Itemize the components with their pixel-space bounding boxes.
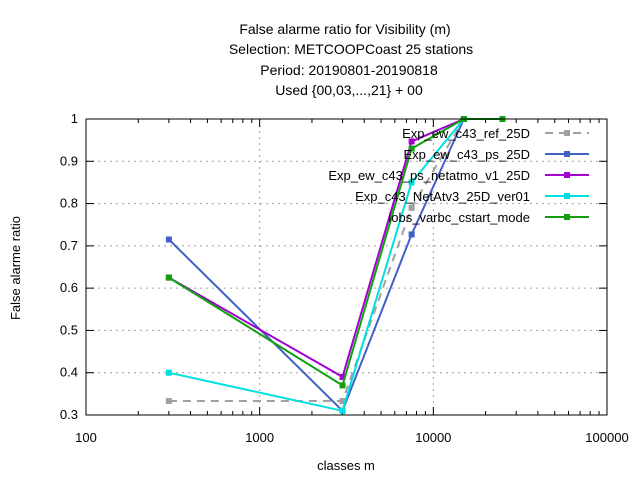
legend-swatch-marker [564, 130, 570, 136]
legend-entry-4: Exp_c43_NetAtv3_25D_ver01 [355, 189, 589, 204]
title-line-3: Period: 20190801-20190818 [260, 62, 438, 78]
axis-ticks: 0.3 0.4 0.5 0.6 0.7 0.8 0.9 1 100 1000 10000 100000 [60, 111, 629, 445]
title-line-1: False alarme ratio for Visibility (m) [239, 21, 450, 37]
legend-swatch-marker [564, 151, 570, 157]
data-point [339, 398, 346, 405]
legend-entry-3: Exp_ew_c43_ps_netatmo_v1_25D [328, 168, 589, 183]
chart-title: False alarme ratio for Visibility (m) Se… [229, 21, 473, 98]
data-point [408, 231, 415, 238]
data-point [339, 407, 346, 414]
y-tick-label: 0.7 [60, 238, 78, 253]
data-point [339, 373, 346, 380]
data-point [165, 398, 172, 405]
x-axis-label: classes m [317, 458, 375, 473]
data-point [408, 138, 415, 145]
legend: Exp_ew_c43_ref_25D Exp_ew_c43_ps_25D Exp_e… [328, 126, 589, 225]
x-tick-label: 10000 [415, 430, 451, 445]
data-point [165, 274, 172, 281]
legend-entry-5: iobs_varbc_cstart_mode [388, 210, 589, 225]
plot-frame [85, 118, 608, 416]
y-tick-label: 0.9 [60, 153, 78, 168]
x-tick-label: 1000 [245, 430, 274, 445]
series-line [168, 118, 465, 402]
y-axis-label: False alarme ratio [8, 216, 23, 320]
legend-label: iobs_varbc_cstart_mode [388, 210, 530, 225]
title-line-4: Used {00,03,...,21} + 00 [275, 82, 423, 98]
x-tick-label: 100000 [585, 430, 628, 445]
legend-label: Exp_ew_c43_ps_25D [404, 147, 530, 162]
series-line [168, 118, 465, 412]
data-point [408, 145, 415, 152]
data-point [165, 236, 172, 243]
legend-entry-1: Exp_ew_c43_ref_25D [402, 126, 589, 141]
legend-label: Exp_ew_c43_ps_netatmo_v1_25D [328, 168, 530, 183]
legend-label: Exp_ew_c43_ref_25D [402, 126, 530, 141]
data-point [408, 204, 415, 211]
y-tick-label: 0.6 [60, 280, 78, 295]
y-tick-label: 0.4 [60, 365, 78, 380]
grid [86, 119, 607, 415]
data-point [339, 382, 346, 389]
data-point [165, 369, 172, 376]
series-line [168, 118, 465, 378]
y-tick-label: 0.3 [60, 407, 78, 422]
legend-swatch-marker [564, 193, 570, 199]
y-tick-label: 1 [71, 111, 78, 126]
y-tick-label: 0.5 [60, 322, 78, 337]
data-point [408, 179, 415, 186]
y-tick-label: 0.8 [60, 196, 78, 211]
series-line [168, 118, 465, 412]
legend-label: Exp_c43_NetAtv3_25D_ver01 [355, 189, 530, 204]
legend-swatch-marker [564, 214, 570, 220]
legend-swatch-marker [564, 172, 570, 178]
x-tick-label: 100 [75, 430, 97, 445]
legend-entry-2: Exp_ew_c43_ps_25D [404, 147, 589, 162]
title-line-2: Selection: METCOOPCoast 25 stations [229, 41, 473, 57]
